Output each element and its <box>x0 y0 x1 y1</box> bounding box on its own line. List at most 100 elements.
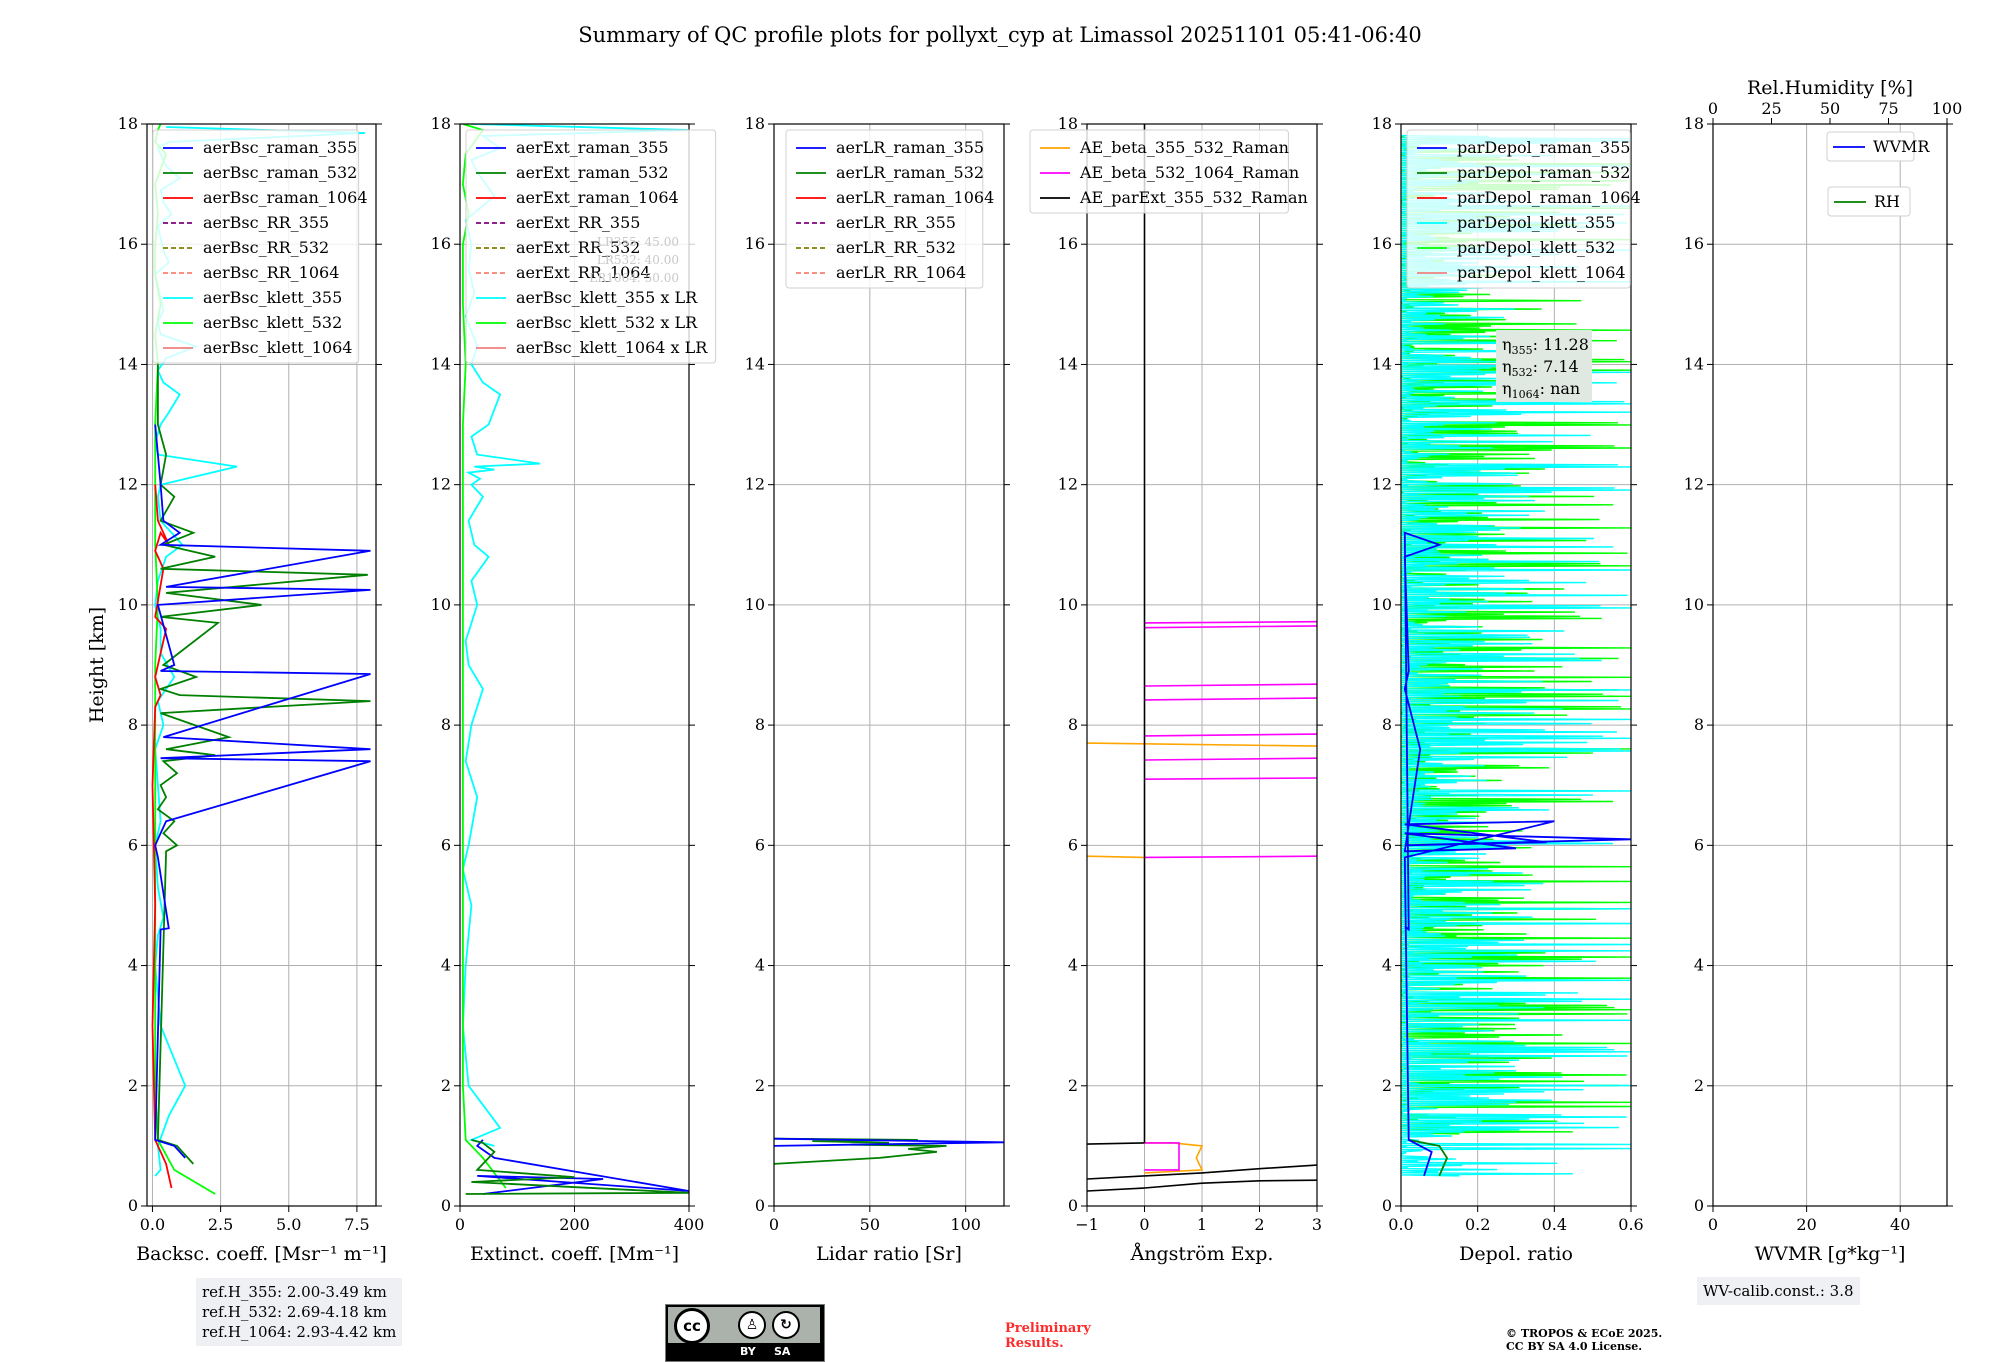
y-tick-label: 8 <box>1068 715 1078 734</box>
x-tick-label: 5.0 <box>276 1215 301 1234</box>
legend-label: aerLR_RR_1064 <box>836 263 966 282</box>
y-tick-label: 18 <box>431 114 451 133</box>
y-tick-label: 16 <box>1684 234 1704 253</box>
x-tick-label: 0 <box>769 1215 779 1234</box>
y-tick-label: 8 <box>128 715 138 734</box>
prelim-line-2: Results. <box>1005 1336 1064 1351</box>
cc-sa-label: SA <box>774 1345 791 1358</box>
segment-magenta <box>1144 697 1317 701</box>
panel-depol: 0 2 4 6 8 10 12 14 16 18 0.0 0.2 0.4 0.6 Depol. ratio p… <box>1372 114 1644 1265</box>
x-tick-label: 1 <box>1197 1215 1207 1234</box>
y-axis-label: Height [km] <box>86 607 108 723</box>
axes-frame <box>1712 123 1948 1207</box>
sa-share-icon: ↻ <box>772 1311 800 1339</box>
copyright-line-1: © TROPOS & ECoE 2025. <box>1506 1327 1663 1340</box>
x-tick-label: 3 <box>1312 1215 1322 1234</box>
legend-label: aerLR_RR_532 <box>836 238 956 257</box>
cc-license-badge: cc ♙ ↻ BY SA <box>665 1304 825 1362</box>
data-layer <box>1087 124 1317 1192</box>
y-tick-label: 4 <box>441 956 451 975</box>
figure-title: Summary of QC profile plots for pollyxt_… <box>578 23 1422 47</box>
y-tick-label: 6 <box>1694 835 1704 854</box>
preliminary-results-note: Preliminary Results. <box>1005 1321 1155 1351</box>
y-tick-label: 0 <box>1382 1196 1392 1215</box>
series-aerBsc_raman_1064 <box>151 484 173 1189</box>
x-tick-label: 40 <box>1890 1215 1910 1234</box>
x-tick-label: 200 <box>559 1215 590 1234</box>
y-tick-label: 18 <box>1684 114 1704 133</box>
legend-label: aerBsc_klett_355 x LR <box>516 288 698 307</box>
segment-magenta <box>1144 777 1317 780</box>
y-tick-label: 12 <box>745 475 765 494</box>
y-tick-label: 10 <box>1372 595 1392 614</box>
legend-label: aerLR_raman_1064 <box>836 188 994 207</box>
y-tick-label: 6 <box>1068 835 1078 854</box>
top-x-tick-label: 75 <box>1878 99 1898 118</box>
legend-label: aerExt_RR_1064 <box>516 263 651 282</box>
series-aerExt_raman_532 <box>465 1139 689 1195</box>
x-tick-label: 0 <box>455 1215 465 1234</box>
y-tick-label: 6 <box>755 835 765 854</box>
y-tick-label: 14 <box>118 354 138 373</box>
x-axis-label: Extinct. coeff. [Mm⁻¹] <box>470 1243 679 1265</box>
legend-label: aerLR_RR_355 <box>836 213 956 232</box>
y-tick-label: 0 <box>128 1196 138 1215</box>
legend-label: aerLR_raman_532 <box>836 163 984 182</box>
legend-label: parDepol_raman_532 <box>1457 163 1630 182</box>
legend-label: aerBsc_RR_1064 <box>203 263 339 282</box>
series-aerLR_raman_355 <box>774 1137 1004 1147</box>
x-tick-label: 0.2 <box>1465 1215 1490 1234</box>
refh-532: ref.H_532: 2.69-4.18 km <box>202 1303 387 1321</box>
y-tick-label: 8 <box>1694 715 1704 734</box>
copyright-line-2: CC BY SA 4.0 License. <box>1506 1340 1643 1353</box>
series-aerBsc_klett_532 x LR <box>461 124 507 1189</box>
x-axis-label: WVMR [g*kg⁻¹] <box>1755 1243 1906 1265</box>
legend-label: aerBsc_klett_532 <box>203 313 342 332</box>
lr-faint-label: LR532: 40.00 <box>597 253 679 267</box>
y-tick-label: 12 <box>431 475 451 494</box>
y-tick-label: 14 <box>1684 354 1704 373</box>
y-tick-label: 8 <box>1382 715 1392 734</box>
series-aerLR_raman_532 <box>774 1137 947 1165</box>
y-tick-label: 4 <box>755 956 765 975</box>
eta-532: η532: 7.14 <box>1502 357 1579 379</box>
y-tick-label: 0 <box>1068 1196 1078 1215</box>
lr-faint-label: LR355: 45.00 <box>597 235 679 249</box>
x-tick-label: 20 <box>1796 1215 1816 1234</box>
y-tick-label: 2 <box>1694 1076 1704 1095</box>
y-tick-label: 18 <box>1058 114 1078 133</box>
series-parDepol_raman_532 <box>1408 1139 1449 1177</box>
prelim-line-1: Preliminary <box>1005 1321 1091 1336</box>
x-axis-label: Backsc. coeff. [Msr⁻¹ m⁻¹] <box>136 1243 387 1265</box>
legend-label: WVMR <box>1873 137 1930 156</box>
legend-label: aerBsc_RR_532 <box>203 238 329 257</box>
y-tick-label: 2 <box>1068 1076 1078 1095</box>
legend-box <box>785 129 984 289</box>
y-tick-label: 12 <box>1372 475 1392 494</box>
copyright-note: © TROPOS & ECoE 2025. CC BY SA 4.0 Licen… <box>1506 1327 1746 1353</box>
y-tick-label: 14 <box>1372 354 1392 373</box>
top-x-tick-label: 50 <box>1820 99 1840 118</box>
y-tick-label: 4 <box>1694 956 1704 975</box>
y-tick-label: 6 <box>441 835 451 854</box>
panel-lr: 0 2 4 6 8 10 12 14 16 18 0 50 100 Lidar ratio [Sr] aer… <box>745 114 1010 1265</box>
legend-RH: RH <box>1827 186 1911 217</box>
legend-label: parDepol_raman_355 <box>1457 138 1630 157</box>
y-tick-label: 16 <box>1058 234 1078 253</box>
segment-magenta <box>1144 620 1317 624</box>
y-tick-label: 0 <box>441 1196 451 1215</box>
y-tick-label: 18 <box>118 114 138 133</box>
legend-label: aerExt_raman_532 <box>516 163 669 182</box>
x-axis-label: Depol. ratio <box>1459 1243 1573 1265</box>
x-tick-label: 0.0 <box>1388 1215 1413 1234</box>
wv-calib-const: WV-calib.const.: 3.8 <box>1703 1282 1854 1300</box>
segment-black <box>1087 1164 1317 1180</box>
series-aerBsc_raman_355 <box>154 424 371 1159</box>
panel-ext: 0 2 4 6 8 10 12 14 16 18 0 200 400 Extinct. coeff. [M… <box>431 114 717 1265</box>
x-tick-label: −1 <box>1075 1215 1099 1234</box>
y-tick-label: 10 <box>431 595 451 614</box>
series-aerExt_raman_355 <box>475 1139 689 1195</box>
